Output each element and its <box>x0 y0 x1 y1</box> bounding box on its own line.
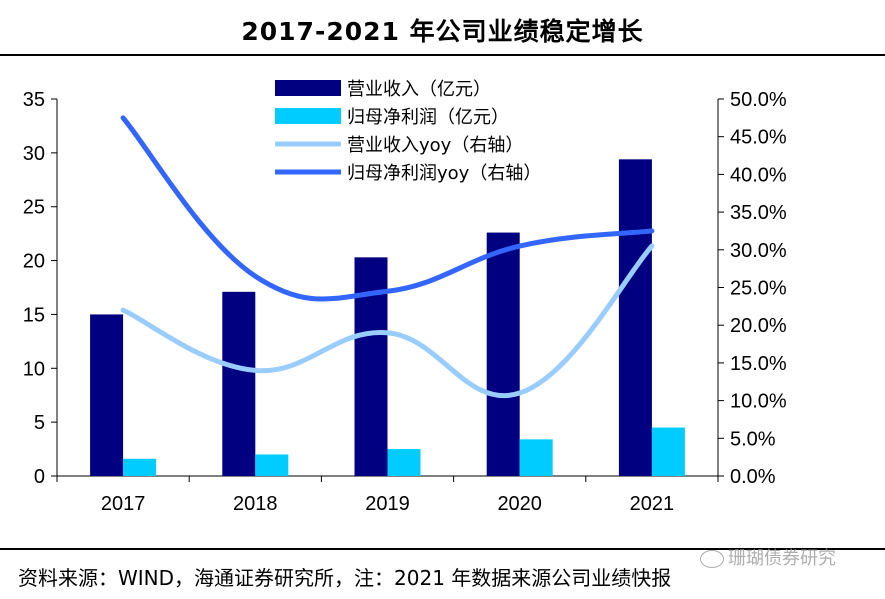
legend-label: 归母净利润（亿元） <box>347 107 509 128</box>
bar <box>519 439 553 476</box>
left-tick-label: 5 <box>34 412 45 434</box>
left-tick-label: 30 <box>23 143 45 165</box>
x-tick-label: 2020 <box>497 493 542 515</box>
right-tick-label: 0.0% <box>730 466 776 488</box>
right-tick-label: 30.0% <box>730 240 787 262</box>
title-rule <box>0 54 885 56</box>
right-tick-label: 50.0% <box>730 89 787 111</box>
watermark: 珊瑚债券研究 <box>700 544 836 570</box>
legend-label: 营业收入（亿元） <box>347 79 491 100</box>
bar <box>387 449 421 476</box>
x-tick-label: 2021 <box>630 493 675 515</box>
chart-legend: 营业收入（亿元） 归母净利润（亿元） 营业收入yoy（右轴） 归母净利润yoy（右轴） <box>275 79 541 184</box>
chart-title: 2017-2021 年公司业绩稳定增长 <box>241 17 644 46</box>
left-tick-label: 20 <box>23 251 45 273</box>
combo-chart: 0 5 10 15 20 25 30 35 0.0% 5.0% 10.0% 15.0% 20.0% 25.… <box>23 79 787 515</box>
right-tick-label: 15.0% <box>730 353 787 375</box>
line-series <box>120 115 655 398</box>
series-line <box>120 243 655 398</box>
x-tick-label: 2017 <box>101 493 146 515</box>
legend-swatch <box>275 80 341 96</box>
legend-swatch <box>275 108 341 124</box>
bar <box>486 232 520 476</box>
x-tick-label: 2018 <box>233 493 278 515</box>
source-note: 资料来源：WIND，海通证券研究所，注：2021 年数据来源公司业绩快报 <box>18 566 672 590</box>
left-tick-label: 25 <box>23 197 45 219</box>
bar <box>90 314 124 476</box>
right-tick-label: 20.0% <box>730 315 787 337</box>
right-tick-label: 45.0% <box>730 127 787 149</box>
bar <box>651 427 685 476</box>
right-tick-label: 35.0% <box>730 202 787 224</box>
series-line <box>120 115 655 302</box>
bar <box>255 454 289 476</box>
right-tick-label: 10.0% <box>730 391 787 413</box>
bar <box>222 291 256 476</box>
left-tick-label: 10 <box>23 358 45 380</box>
right-tick-label: 25.0% <box>730 278 787 300</box>
bar-series <box>90 159 685 476</box>
left-tick-label: 0 <box>34 466 45 488</box>
footer-rule <box>0 548 885 550</box>
bar <box>618 159 652 476</box>
legend-label: 营业收入yoy（右轴） <box>347 135 523 156</box>
right-tick-label: 40.0% <box>730 164 787 186</box>
left-tick-label: 35 <box>23 89 45 111</box>
chart-axes: 0 5 10 15 20 25 30 35 0.0% 5.0% 10.0% 15.0% 20.0% 25.… <box>23 89 787 515</box>
watermark-text: 珊瑚债券研究 <box>728 548 836 569</box>
wechat-icon <box>700 550 724 568</box>
bar <box>123 458 157 476</box>
left-tick-label: 15 <box>23 304 45 326</box>
legend-label: 归母净利润yoy（右轴） <box>347 163 541 184</box>
right-tick-label: 5.0% <box>730 428 776 450</box>
x-tick-label: 2019 <box>365 493 410 515</box>
